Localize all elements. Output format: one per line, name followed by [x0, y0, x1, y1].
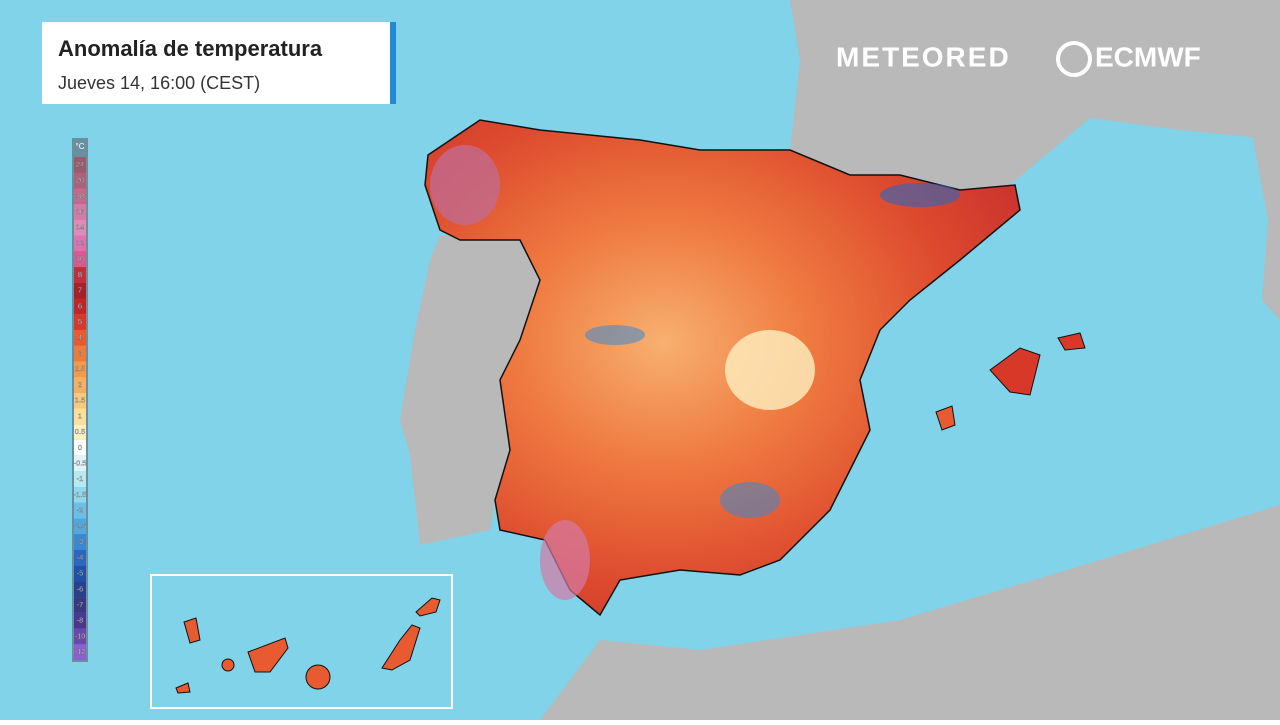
sardinia [1240, 20, 1280, 320]
legend-label: 2 [78, 380, 82, 389]
island [415, 597, 441, 617]
legend-label: 10 [76, 254, 84, 263]
legend-label: -5 [77, 569, 84, 578]
cool-area [880, 183, 960, 207]
legend-swatch [74, 267, 86, 283]
legend-swatch [74, 502, 86, 519]
legend-swatch [74, 314, 86, 330]
legend-label: 1 [78, 411, 82, 420]
legend-label: 4 [78, 333, 82, 342]
legend-label: 7 [78, 286, 82, 295]
legend-swatch [74, 219, 86, 236]
africa [540, 505, 1280, 720]
legend-label: -1.5 [74, 490, 87, 499]
cool-area [720, 482, 780, 518]
legend-swatch [74, 345, 86, 362]
legend-label: -12 [75, 647, 86, 656]
legend-swatch [74, 251, 86, 268]
legend-swatch [74, 408, 86, 425]
legend-swatch [74, 549, 86, 566]
heat-area [430, 145, 500, 225]
portugal [400, 235, 540, 545]
island [175, 682, 191, 694]
legend: °C 24 20 18 16 14 12 10 8 7 6 5 4 3 2.5 2 1.5 1 0.5 0 -0.5 -… [72, 138, 88, 662]
cool-area [585, 325, 645, 345]
legend-label: -8 [77, 616, 84, 625]
mallorca [989, 347, 1041, 396]
legend-label: -7 [77, 600, 84, 609]
legend-label: -3 [77, 537, 84, 546]
menorca [1057, 332, 1086, 351]
legend-label: 24 [76, 160, 84, 169]
island [247, 637, 289, 673]
legend-label: 2.5 [75, 364, 85, 373]
legend-swatch [74, 329, 86, 346]
title: Anomalía de temperatura [58, 36, 323, 61]
legend-swatch [74, 565, 86, 582]
canary-inset [150, 574, 453, 709]
title-box [42, 22, 390, 104]
legend-label: 8 [78, 270, 82, 279]
legend-swatch [74, 439, 86, 456]
legend-label: -4 [77, 553, 84, 562]
france [790, 0, 1280, 190]
legend-label: 20 [76, 176, 84, 185]
legend-label: -6 [77, 584, 84, 593]
legend-label: -0.5 [74, 459, 87, 468]
legend-swatch [74, 424, 86, 440]
island [381, 624, 421, 671]
legend-label: 16 [76, 207, 84, 216]
subtitle: Jueves 14, 16:00 (CEST) [58, 73, 260, 93]
legend-label: 5 [78, 317, 82, 326]
legend-swatch [74, 361, 86, 378]
legend-label: -2 [77, 506, 84, 515]
island [221, 658, 235, 672]
legend-swatch [74, 644, 86, 660]
neutral-area [725, 330, 815, 410]
legend-label: 1.5 [75, 396, 85, 405]
legend-swatch [74, 235, 86, 252]
brand-meteored: METEORED [836, 41, 1011, 72]
legend-swatch [74, 298, 86, 315]
legend-swatch [74, 612, 86, 629]
brand-ecmwf: ECMWF [1095, 41, 1201, 72]
legend-swatch [74, 188, 86, 205]
spain [424, 119, 1021, 617]
legend-label: 18 [76, 191, 84, 200]
canary-islands [175, 597, 441, 694]
island [305, 664, 331, 690]
legend-swatch [74, 392, 86, 409]
legend-label: -2.5 [74, 521, 87, 530]
legend-swatch [74, 487, 86, 503]
legend-swatch [74, 471, 86, 488]
legend-swatch [74, 581, 86, 598]
legend-label: 12 [76, 238, 84, 247]
legend-label: -1 [77, 474, 84, 483]
ecmwf-icon [1056, 41, 1092, 77]
legend-label: 0 [78, 443, 82, 452]
island [183, 617, 201, 644]
legend-swatch [74, 172, 86, 189]
legend-label: 0.5 [75, 427, 85, 436]
legend-swatch [74, 204, 86, 220]
legend-swatch [74, 597, 86, 613]
legend-unit: °C [76, 142, 85, 151]
legend-label: 3 [78, 348, 82, 357]
ibiza [935, 405, 956, 431]
legend-swatch [74, 628, 86, 645]
legend-swatch [74, 455, 86, 472]
legend-swatch [74, 157, 86, 173]
legend-swatch [74, 518, 86, 535]
title-accent [390, 22, 396, 104]
legend-swatch [74, 534, 86, 550]
legend-label: 14 [76, 223, 84, 232]
legend-label: 6 [78, 301, 82, 310]
heat-area [540, 520, 590, 600]
legend-swatch [74, 282, 86, 299]
legend-swatch [74, 377, 86, 393]
legend-label: -10 [75, 631, 86, 640]
